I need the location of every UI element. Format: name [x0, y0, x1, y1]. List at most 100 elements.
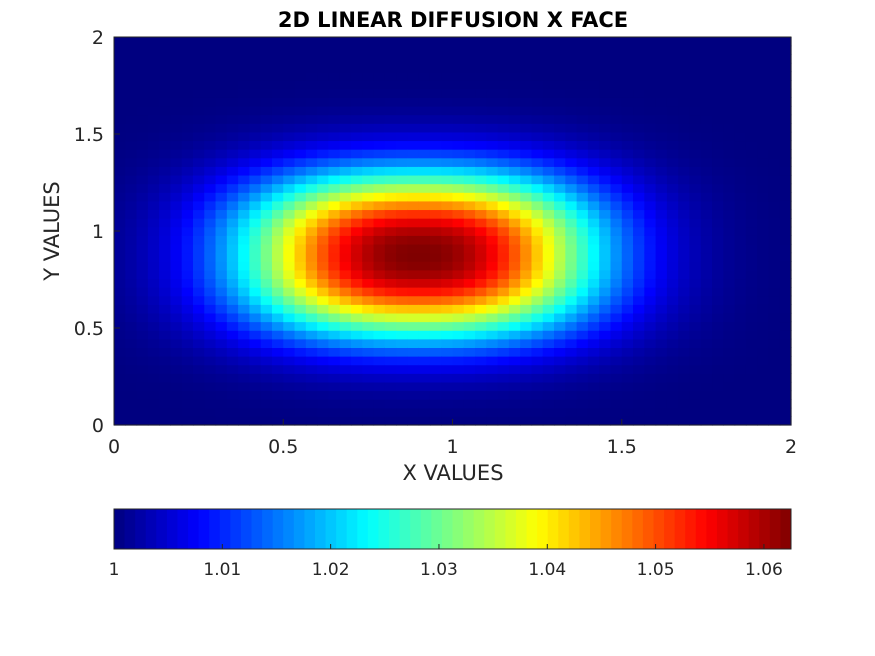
heatmap-cell [452, 71, 465, 81]
heatmap-cell [587, 226, 600, 236]
heatmap-cell [508, 45, 521, 55]
heatmap-cell [576, 105, 589, 116]
heatmap-cell [350, 304, 363, 314]
heatmap-cell [204, 140, 217, 150]
heatmap-cell [114, 304, 126, 314]
heatmap-cell [125, 166, 138, 176]
heatmap-cell [745, 243, 758, 254]
heatmap-cell [362, 287, 375, 297]
heatmap-cell [542, 149, 555, 159]
heatmap-cell [147, 54, 160, 64]
heatmap-cell [283, 45, 296, 55]
heatmap-cell [757, 364, 770, 374]
heatmap-cell [734, 399, 747, 409]
heatmap-cell [215, 183, 228, 193]
heatmap-cell [486, 97, 499, 107]
heatmap-cell [429, 304, 442, 314]
heatmap-cell [373, 321, 386, 331]
heatmap-cell [768, 269, 781, 280]
heatmap-cell [666, 364, 679, 374]
heatmap-cell [565, 269, 578, 280]
heatmap-cell [407, 261, 420, 271]
heatmap-cell [520, 278, 533, 288]
heatmap-cell [554, 356, 566, 366]
heatmap-cell [463, 295, 476, 305]
heatmap-cell [644, 304, 657, 314]
heatmap-cell [723, 149, 736, 159]
heatmap-cell [114, 80, 126, 90]
heatmap-cell [317, 209, 329, 219]
heatmap-cell [689, 71, 702, 81]
heatmap-cell [497, 304, 510, 314]
heatmap-cell [396, 114, 408, 124]
heatmap-cell [633, 304, 645, 314]
heatmap-cell [655, 364, 668, 374]
heatmap-cell [283, 373, 296, 383]
heatmap-cell [215, 364, 228, 374]
heatmap-cell [204, 71, 217, 81]
heatmap-cell [486, 390, 499, 400]
heatmap-cell [587, 218, 600, 228]
heatmap-cell [260, 347, 273, 357]
heatmap-cell [463, 381, 476, 392]
heatmap-cell [305, 140, 318, 150]
heatmap-cell [633, 295, 645, 305]
heatmap-cell [463, 149, 476, 159]
heatmap-cell [305, 149, 318, 159]
heatmap-cell [238, 166, 250, 176]
heatmap-cell [666, 105, 679, 116]
heatmap-cell [215, 62, 228, 73]
heatmap-cell [745, 356, 758, 366]
heatmap-cell [757, 261, 770, 271]
heatmap-cell [678, 149, 691, 159]
heatmap-cell [689, 54, 702, 64]
heatmap-cell [689, 235, 702, 245]
heatmap-cell [373, 80, 386, 90]
heatmap-cell [554, 364, 566, 374]
heatmap-cell [768, 192, 781, 202]
heatmap-cell [587, 304, 600, 314]
heatmap-cell [249, 183, 262, 193]
heatmap-cell [192, 71, 205, 81]
heatmap-cell [271, 105, 284, 116]
colorbar-swatch [664, 509, 676, 549]
heatmap-cell [610, 140, 623, 150]
heatmap-cell [362, 407, 375, 417]
heatmap-cell [644, 37, 657, 47]
heatmap-cell [734, 62, 747, 73]
heatmap-cell [757, 390, 770, 400]
heatmap-cell [170, 114, 183, 124]
heatmap-cell [384, 183, 397, 193]
heatmap-cell [350, 356, 363, 366]
heatmap-cell [486, 269, 499, 280]
heatmap-cell [666, 97, 679, 107]
heatmap-cell [249, 97, 262, 107]
heatmap-cell [181, 330, 194, 340]
heatmap-cell [678, 338, 691, 348]
heatmap-cell [768, 123, 781, 133]
heatmap-cell [350, 140, 363, 150]
heatmap-cell [283, 295, 296, 305]
heatmap-cell [610, 174, 623, 185]
heatmap-cell [136, 183, 149, 193]
heatmap-cell [497, 157, 510, 167]
heatmap-cell [599, 235, 612, 245]
heatmap-cell [644, 200, 657, 211]
heatmap-cell [204, 390, 217, 400]
heatmap-cell [384, 209, 397, 219]
heatmap-cell [576, 131, 589, 142]
heatmap-cell [226, 97, 239, 107]
heatmap-cell [238, 399, 250, 409]
heatmap-cell [565, 287, 578, 297]
heatmap-cell [114, 157, 126, 167]
heatmap-cell [294, 123, 307, 133]
colorbar-swatch [389, 509, 401, 549]
heatmap-cell [271, 37, 284, 47]
heatmap-cell [734, 131, 747, 142]
heatmap-cell [249, 62, 262, 73]
heatmap-cell [621, 183, 634, 193]
heatmap-cell [407, 200, 420, 211]
heatmap-cell [610, 252, 623, 262]
heatmap-cell [475, 235, 487, 245]
heatmap-cell [159, 218, 172, 228]
